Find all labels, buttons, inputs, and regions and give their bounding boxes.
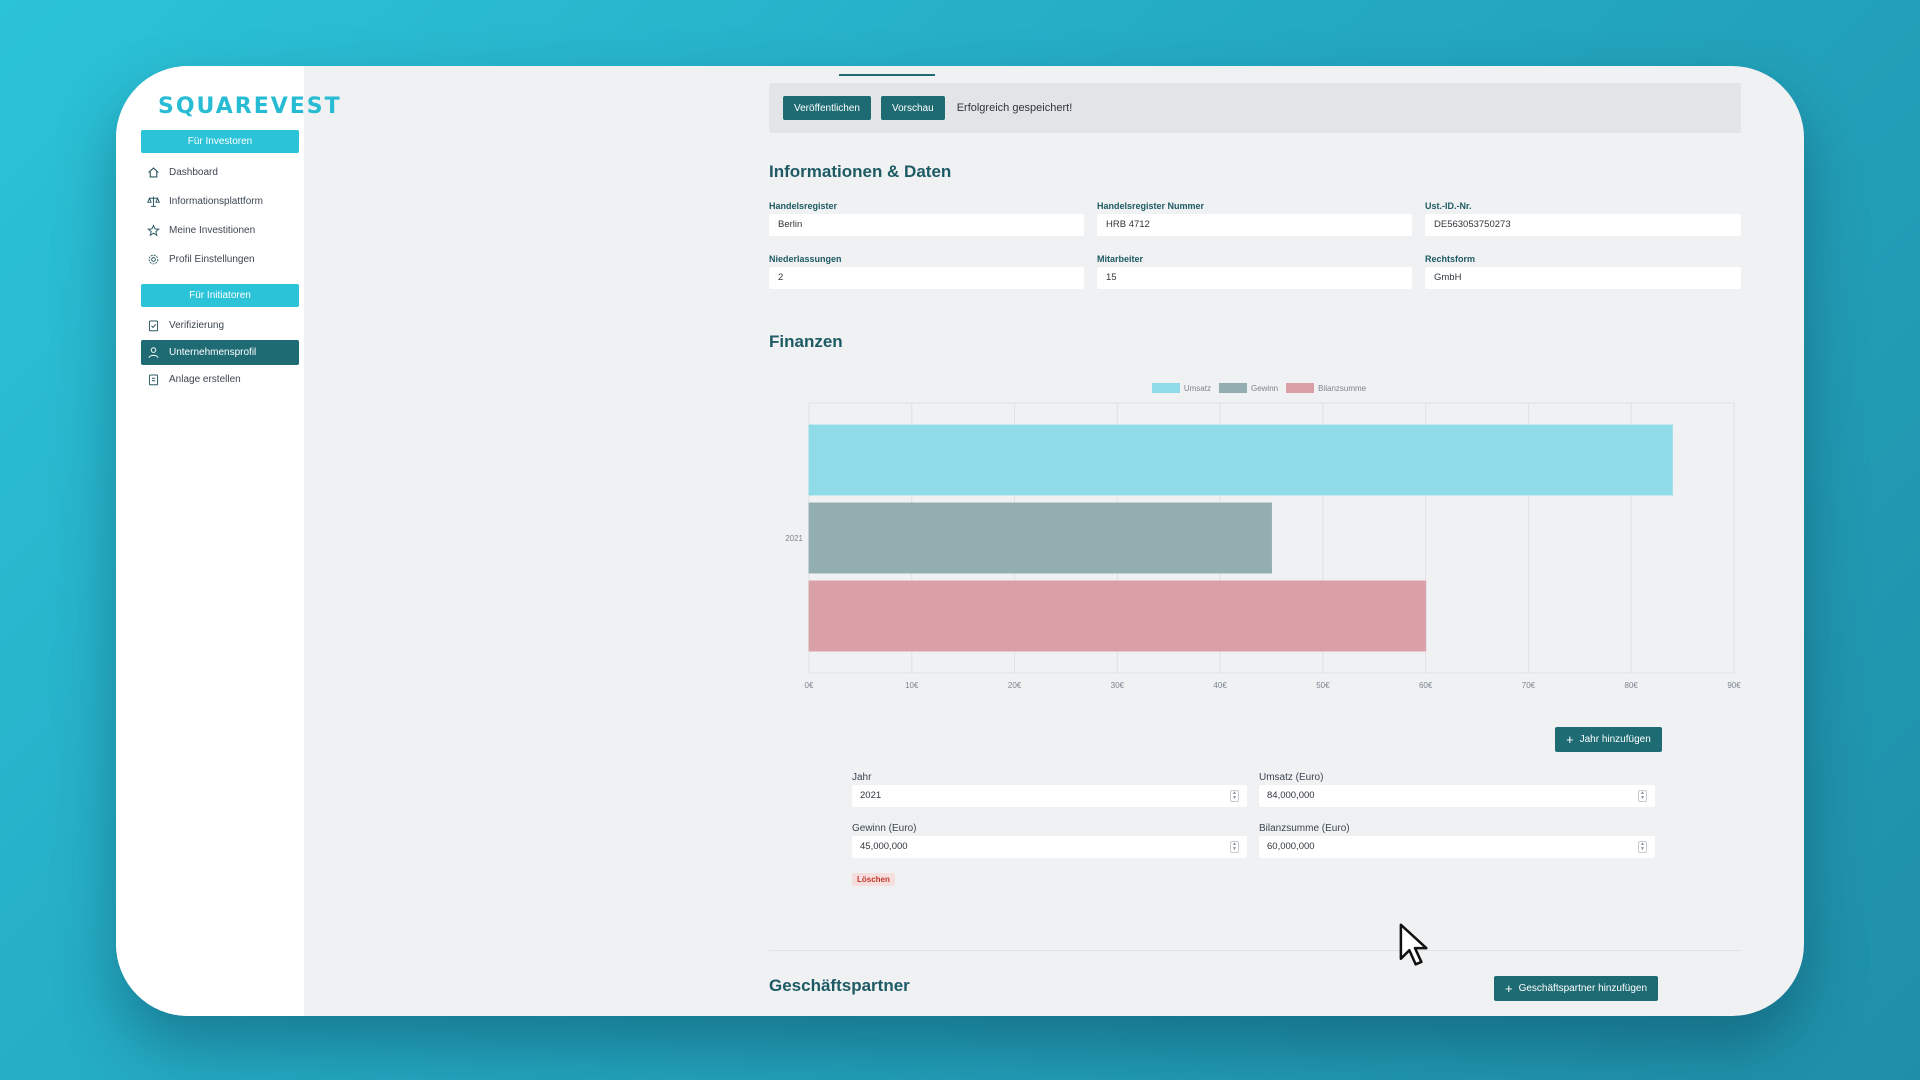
clipboard-check-icon xyxy=(148,320,159,332)
add-year-button[interactable]: + Jahr hinzufügen xyxy=(1555,727,1662,752)
save-status-text: Erfolgreich gespeichert! xyxy=(956,102,1073,114)
profit-value: 45,000,000 xyxy=(860,841,908,852)
x-tick-label: 80€ xyxy=(1625,681,1639,690)
legend-item-gewinn[interactable]: Gewinn xyxy=(1218,383,1279,393)
x-tick-label: 30€ xyxy=(1111,681,1125,690)
revenue-label: Umsatz (Euro) xyxy=(1259,772,1324,783)
niederlassungen-label: Niederlassungen xyxy=(769,254,842,264)
gear-icon xyxy=(148,254,159,265)
chart-legend: Umsatz Gewinn Bilanzsumme xyxy=(769,383,1749,393)
y-tick-label: 2021 xyxy=(785,534,803,543)
sidebar-item-dashboard[interactable]: Dashboard xyxy=(141,160,299,185)
plus-icon: + xyxy=(1505,981,1513,996)
app-window: SQUAREVEST Für Investoren Dashboard Info… xyxy=(116,66,1804,1016)
sidebar-item-label: Unternehmensprofil xyxy=(169,347,257,358)
user-icon xyxy=(148,347,159,358)
profit-label: Gewinn (Euro) xyxy=(852,823,917,834)
mitarbeiter-label: Mitarbeiter xyxy=(1097,254,1144,264)
x-tick-label: 0€ xyxy=(805,681,814,690)
legend-swatch-gewinn xyxy=(1218,383,1247,393)
section-initiators[interactable]: Für Initiatoren xyxy=(141,284,299,307)
x-tick-label: 90€ xyxy=(1727,681,1741,690)
star-icon xyxy=(147,224,160,237)
tab-indicator xyxy=(839,74,935,76)
rechtsform-select[interactable]: GmbH xyxy=(1425,267,1741,289)
mouse-cursor-icon xyxy=(1399,923,1428,966)
legend-item-umsatz[interactable]: Umsatz xyxy=(1151,383,1211,393)
handelsregister-label: Handelsregister xyxy=(769,201,838,211)
spinner-icon[interactable]: ▲ ▼ xyxy=(1638,790,1647,802)
year-label: Jahr xyxy=(852,772,872,783)
sidebar-item-investitionen[interactable]: Meine Investitionen xyxy=(141,218,299,243)
spinner-icon[interactable]: ▲ ▼ xyxy=(1230,790,1239,802)
handelsregister-field[interactable]: Berlin xyxy=(769,214,1084,236)
spinner-icon[interactable]: ▲ ▼ xyxy=(1230,841,1239,853)
scale-icon xyxy=(147,196,160,207)
revenue-input[interactable]: 84,000,000 ▲ ▼ xyxy=(1259,785,1655,807)
year-input[interactable]: 2021 ▲ ▼ xyxy=(852,785,1247,807)
sidebar-item-label: Dashboard xyxy=(169,167,218,178)
finance-heading: Finanzen xyxy=(769,332,843,351)
bar-gewinn xyxy=(808,502,1272,574)
balance-input[interactable]: 60,000,000 ▲ ▼ xyxy=(1259,836,1655,858)
handelsregister-nummer-label: Handelsregister Nummer xyxy=(1097,201,1205,211)
clipboard-icon xyxy=(148,374,159,386)
partners-heading: Geschäftspartner xyxy=(769,976,910,995)
sidebar-item-label: Meine Investitionen xyxy=(169,225,256,236)
sidebar-item-label: Anlage erstellen xyxy=(169,374,241,385)
bar-bilanzsumme xyxy=(808,580,1427,652)
info-heading: Informationen & Daten xyxy=(769,162,952,181)
sidebar-item-verifizierung[interactable]: Verifizierung xyxy=(141,313,299,338)
section-investors[interactable]: Für Investoren xyxy=(141,130,299,153)
handelsregister-nummer-field[interactable]: HRB 4712 xyxy=(1097,214,1412,236)
preview-button[interactable]: Vorschau xyxy=(880,96,945,120)
profit-input[interactable]: 45,000,000 ▲ ▼ xyxy=(852,836,1247,858)
sidebar-item-unternehmensprofil[interactable]: Unternehmensprofil xyxy=(141,340,299,365)
brand-logo[interactable]: SQUAREVEST xyxy=(158,94,342,119)
spinner-icon[interactable]: ▲ ▼ xyxy=(1638,841,1647,853)
section-divider xyxy=(769,950,1741,951)
delete-year-button[interactable]: Löschen xyxy=(852,873,895,886)
sidebar-item-label: Profil Einstellungen xyxy=(169,254,255,265)
x-tick-label: 40€ xyxy=(1213,681,1227,690)
sidebar-item-label: Verifizierung xyxy=(169,320,225,331)
plus-icon: + xyxy=(1566,732,1574,747)
add-partner-label: Geschäftspartner hinzufügen xyxy=(1518,983,1648,994)
mitarbeiter-field[interactable]: 15 xyxy=(1097,267,1412,289)
main-content: Veröffentlichen Vorschau Erfolgreich ges… xyxy=(304,66,1804,1016)
revenue-value: 84,000,000 xyxy=(1267,790,1315,801)
niederlassungen-field[interactable]: 2 xyxy=(769,267,1084,289)
chart-plot: 0€ 10€ 20€ 30€ 40€ 50€ 60€ 70€ 80€ 90€ 2021 xyxy=(785,402,1741,690)
sidebar-item-label: Informationsplattform xyxy=(169,196,263,207)
x-tick-label: 60€ xyxy=(1419,681,1433,690)
x-tick-label: 50€ xyxy=(1316,681,1330,690)
sidebar-item-informationsplattform[interactable]: Informationsplattform xyxy=(141,189,299,214)
balance-value: 60,000,000 xyxy=(1267,841,1315,852)
action-toolbar: Veröffentlichen Vorschau Erfolgreich ges… xyxy=(769,83,1741,133)
balance-label: Bilanzsumme (Euro) xyxy=(1259,823,1350,834)
ust-id-field[interactable]: DE563053750273 xyxy=(1425,214,1741,236)
legend-label: Gewinn xyxy=(1250,383,1279,393)
legend-swatch-bilanzsumme xyxy=(1286,383,1315,393)
legend-label: Bilanzsumme xyxy=(1318,383,1367,393)
x-tick-label: 70€ xyxy=(1522,681,1536,690)
x-tick-label: 20€ xyxy=(1008,681,1022,690)
sidebar-item-profil[interactable]: Profil Einstellungen xyxy=(141,247,299,272)
rechtsform-label: Rechtsform xyxy=(1425,254,1476,264)
year-value: 2021 xyxy=(860,790,882,801)
sidebar: SQUAREVEST Für Investoren Dashboard Info… xyxy=(116,66,340,1016)
legend-label: Umsatz xyxy=(1183,383,1211,393)
add-year-label: Jahr hinzufügen xyxy=(1579,734,1651,745)
sidebar-item-anlage-erstellen[interactable]: Anlage erstellen xyxy=(141,367,299,392)
publish-button[interactable]: Veröffentlichen xyxy=(783,96,871,120)
legend-swatch-umsatz xyxy=(1151,383,1180,393)
legend-item-bilanzsumme[interactable]: Bilanzsumme xyxy=(1286,383,1366,393)
add-partner-button[interactable]: + Geschäftspartner hinzufügen xyxy=(1494,976,1659,1001)
ust-id-label: Ust.-ID.-Nr. xyxy=(1425,201,1472,211)
x-tick-label: 10€ xyxy=(905,681,919,690)
finance-chart: Umsatz Gewinn Bilanzsumme 0€ 10€ 20€ 30€ 40€… xyxy=(769,383,1749,713)
bar-umsatz xyxy=(808,424,1673,496)
home-icon xyxy=(148,167,159,178)
